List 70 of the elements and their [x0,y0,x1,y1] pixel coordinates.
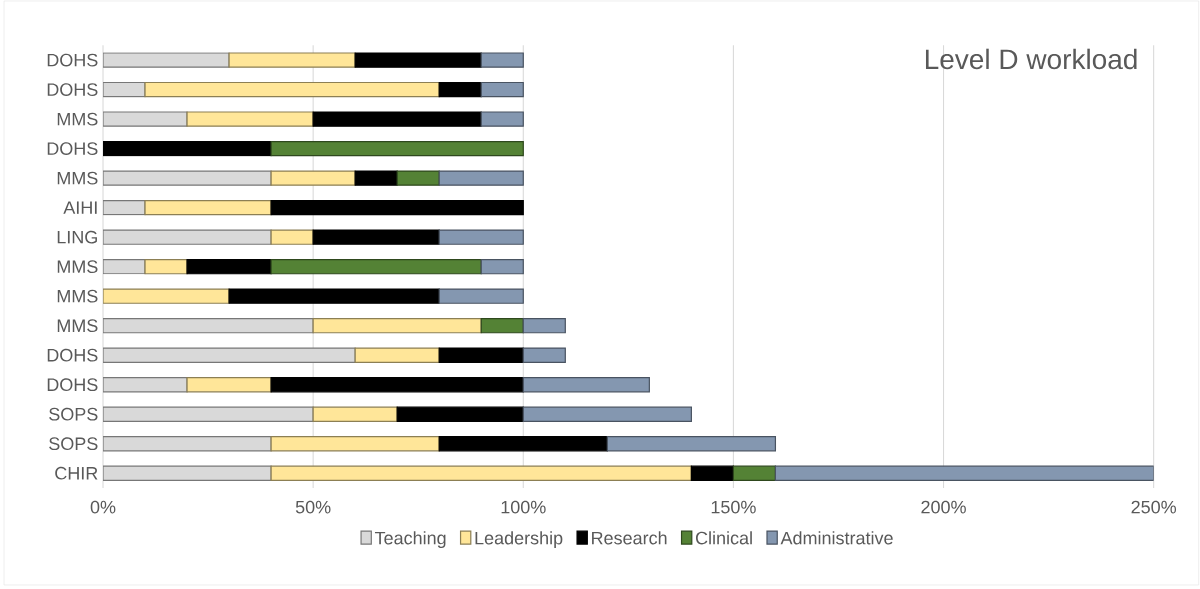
bar [396,170,440,186]
bar [732,465,777,481]
bar [354,170,398,186]
y-tick-label: MMS [57,260,98,274]
bar [480,111,524,127]
y-tick-label: SOPS [49,407,98,421]
y-tick-label: SOPS [49,437,98,451]
legend-label: Clinical [695,531,752,545]
bar [480,81,524,98]
bar [354,52,482,68]
bar [480,318,524,334]
bar [438,170,524,186]
y-tick-label: AIHI [63,201,97,214]
legend-label: Research [592,531,667,545]
bar [144,81,440,98]
y-tick-label: DOHS [47,378,98,392]
bar [270,377,524,393]
bar [270,258,482,275]
y-tick-label: LING [57,230,97,244]
bar [438,229,524,245]
bar [312,229,440,245]
bar [606,436,777,452]
y-tick-label: DOHS [47,83,98,96]
y-tick-label: MMS [57,112,98,126]
y-tick-label: DOHS [47,142,98,155]
bar [312,406,398,422]
bar [228,288,440,304]
legend-label: Administrative [780,531,893,545]
chart-title: Level D workload [925,48,1137,70]
bar [396,406,524,422]
y-tick-label: MMS [57,171,98,185]
legend-label: Teaching [374,531,446,549]
bar [312,318,482,334]
bar [522,377,650,393]
bar [270,436,440,452]
bar [186,377,272,393]
x-tick-label: 150% [711,500,756,514]
bar [270,140,524,157]
x-tick-label: 100% [501,500,546,514]
bar [438,347,524,363]
bar [186,111,314,127]
y-tick-label: DOHS [47,53,98,67]
bar [480,52,524,68]
bar [144,258,188,275]
bar [690,465,734,481]
y-tick-label: CHIR [55,466,98,480]
bar [270,170,356,186]
x-tick-label: 200% [921,500,966,514]
bar [228,52,356,68]
legend-label: Leadership [475,531,563,549]
y-tick-label: DOHS [47,348,98,362]
x-tick-label: 0% [90,500,116,514]
bar [270,199,524,216]
bar [480,258,524,275]
bar [438,288,524,304]
bar [354,347,440,363]
bar [438,81,482,98]
bar [186,258,272,275]
bar [270,229,314,245]
bar [522,347,566,363]
y-tick-label: MMS [57,319,98,333]
bar [522,318,566,334]
bar [270,465,692,481]
bar [438,436,608,452]
bar [312,111,482,127]
bar [522,406,692,422]
y-tick-label: MMS [57,289,98,303]
x-tick-label: 250% [1131,500,1177,514]
x-tick-label: 50% [295,500,331,514]
bar [144,199,272,216]
